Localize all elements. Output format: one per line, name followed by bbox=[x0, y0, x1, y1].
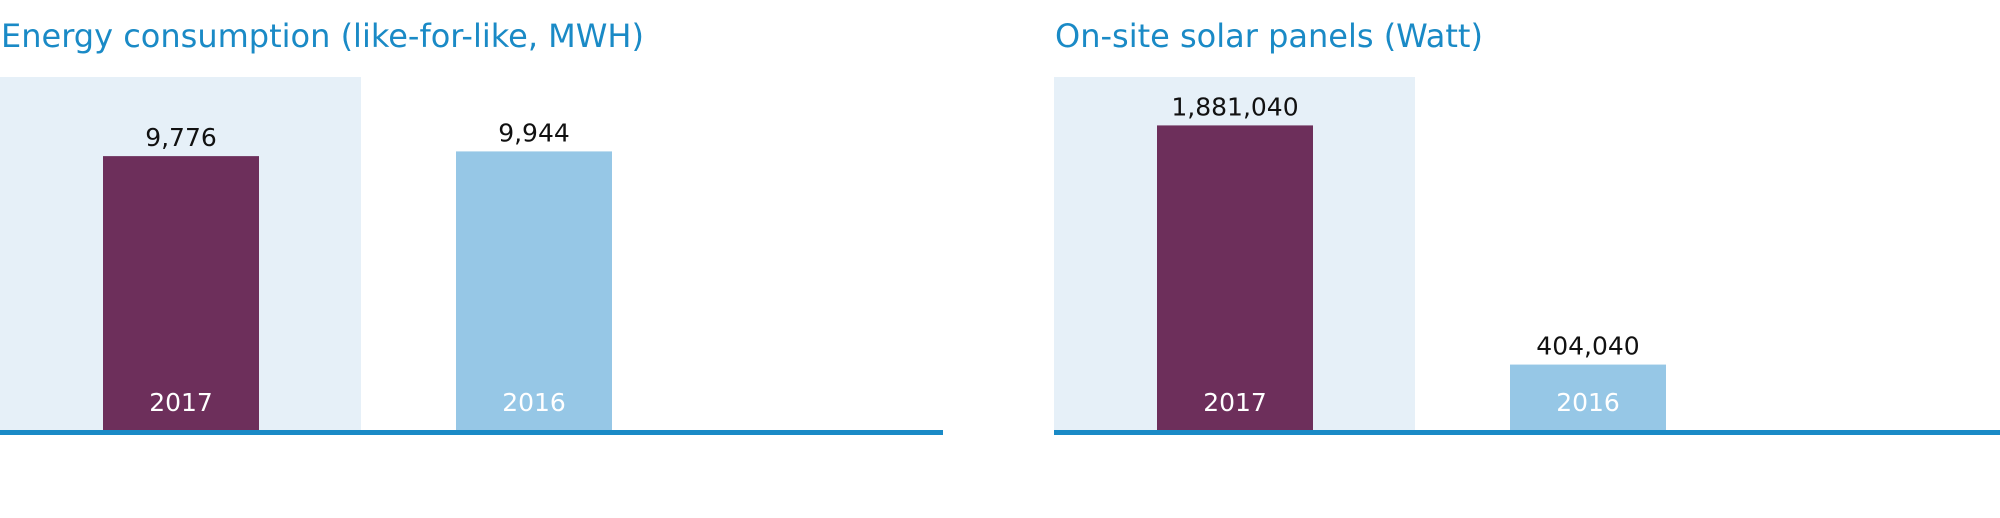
x-axis-baseline bbox=[1054, 430, 2000, 435]
chart-title: Energy consumption (like-for-like, MWH) bbox=[1, 17, 644, 55]
category-label: 2016 bbox=[502, 388, 566, 417]
category-label: 2017 bbox=[1203, 388, 1267, 417]
energy-consumption-chart-panel: Energy consumption (like-for-like, MWH) … bbox=[0, 0, 945, 518]
solar-panels-bar-chart: 1,881,040 2017 404,040 2016 bbox=[1054, 77, 2000, 435]
data-label: 9,776 bbox=[145, 123, 217, 152]
bar-2016 bbox=[1510, 364, 1666, 430]
solar-panels-chart-panel: On-site solar panels (Watt) 1,881,040 201… bbox=[1054, 0, 2000, 518]
x-axis-baseline bbox=[0, 430, 943, 435]
category-label: 2017 bbox=[149, 388, 213, 417]
bar-2016 bbox=[456, 151, 612, 430]
category-label: 2016 bbox=[1556, 388, 1620, 417]
data-label: 9,944 bbox=[498, 118, 570, 147]
energy-consumption-bar-chart: 9,776 2017 9,944 2016 bbox=[0, 77, 943, 435]
chart-title: On-site solar panels (Watt) bbox=[1055, 17, 1483, 55]
data-label: 404,040 bbox=[1536, 332, 1639, 361]
bar-2017 bbox=[1157, 125, 1313, 430]
bar-2017 bbox=[103, 156, 259, 430]
data-label: 1,881,040 bbox=[1171, 92, 1298, 121]
